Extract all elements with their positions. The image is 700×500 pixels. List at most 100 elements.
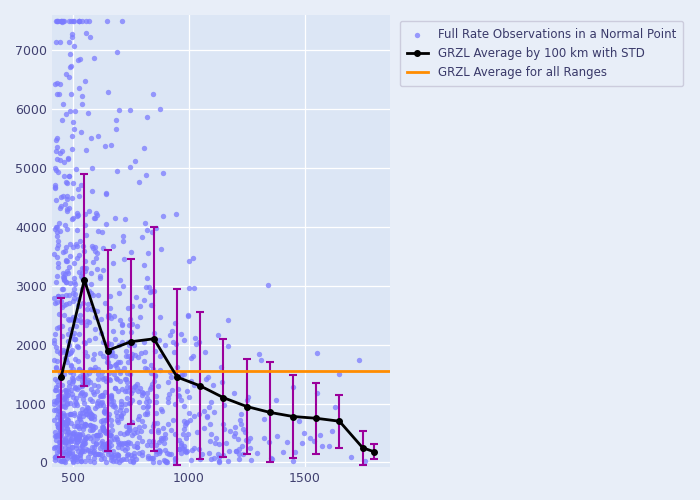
Full Rate Observations in a Normal Point (256, 356, 267, 364)
Full Rate Observations in a Normal Point (52, 238, 64, 246)
Full Rate Observations in a Normal Point (83, 110, 94, 118)
Full Rate Observations in a Normal Point (52, 17, 63, 25)
Full Rate Observations in a Normal Point (62, 179, 73, 187)
Full Rate Observations in a Normal Point (136, 388, 148, 396)
Full Rate Observations in a Normal Point (208, 454, 219, 462)
Full Rate Observations in a Normal Point (63, 172, 74, 179)
Full Rate Observations in a Normal Point (236, 442, 247, 450)
Full Rate Observations in a Normal Point (183, 410, 195, 418)
GRZL Average by 100 km with STD (335, 418, 344, 424)
Full Rate Observations in a Normal Point (70, 442, 81, 450)
Full Rate Observations in a Normal Point (71, 434, 83, 442)
Full Rate Observations in a Normal Point (68, 422, 79, 430)
Full Rate Observations in a Normal Point (93, 290, 104, 298)
Full Rate Observations in a Normal Point (87, 366, 98, 374)
Full Rate Observations in a Normal Point (58, 396, 69, 404)
Full Rate Observations in a Normal Point (57, 284, 69, 292)
Full Rate Observations in a Normal Point (55, 447, 66, 455)
Full Rate Observations in a Normal Point (153, 426, 164, 434)
Full Rate Observations in a Normal Point (62, 336, 74, 344)
Full Rate Observations in a Normal Point (108, 434, 120, 442)
Full Rate Observations in a Normal Point (118, 364, 130, 372)
Full Rate Observations in a Normal Point (277, 448, 288, 456)
Full Rate Observations in a Normal Point (111, 432, 122, 440)
Full Rate Observations in a Normal Point (153, 446, 164, 454)
Full Rate Observations in a Normal Point (102, 310, 113, 318)
Full Rate Observations in a Normal Point (236, 410, 247, 418)
Full Rate Observations in a Normal Point (69, 294, 80, 302)
Full Rate Observations in a Normal Point (72, 356, 83, 364)
Full Rate Observations in a Normal Point (66, 443, 78, 451)
Full Rate Observations in a Normal Point (169, 400, 180, 407)
Full Rate Observations in a Normal Point (164, 368, 176, 376)
Full Rate Observations in a Normal Point (92, 382, 104, 390)
GRZL Average by 100 km with STD (358, 444, 367, 450)
Full Rate Observations in a Normal Point (82, 305, 93, 313)
Full Rate Observations in a Normal Point (160, 430, 171, 438)
Full Rate Observations in a Normal Point (99, 404, 111, 412)
Full Rate Observations in a Normal Point (116, 440, 127, 448)
Full Rate Observations in a Normal Point (71, 394, 82, 402)
Full Rate Observations in a Normal Point (150, 224, 161, 232)
Full Rate Observations in a Normal Point (209, 439, 220, 447)
Full Rate Observations in a Normal Point (83, 453, 94, 461)
Full Rate Observations in a Normal Point (66, 194, 78, 202)
Full Rate Observations in a Normal Point (63, 448, 74, 456)
Full Rate Observations in a Normal Point (87, 432, 98, 440)
Full Rate Observations in a Normal Point (76, 92, 88, 100)
Full Rate Observations in a Normal Point (74, 268, 85, 276)
Full Rate Observations in a Normal Point (66, 367, 77, 375)
Full Rate Observations in a Normal Point (53, 438, 64, 446)
Full Rate Observations in a Normal Point (146, 441, 157, 449)
Full Rate Observations in a Normal Point (51, 244, 62, 252)
Full Rate Observations in a Normal Point (52, 410, 63, 418)
Full Rate Observations in a Normal Point (133, 422, 144, 430)
Full Rate Observations in a Normal Point (116, 404, 127, 411)
Full Rate Observations in a Normal Point (146, 288, 158, 296)
GRZL Average by 100 km with STD (289, 414, 298, 420)
Full Rate Observations in a Normal Point (103, 340, 114, 347)
Full Rate Observations in a Normal Point (122, 394, 133, 402)
Full Rate Observations in a Normal Point (127, 431, 138, 439)
Full Rate Observations in a Normal Point (104, 376, 116, 384)
Full Rate Observations in a Normal Point (84, 32, 95, 40)
Full Rate Observations in a Normal Point (62, 416, 74, 424)
Full Rate Observations in a Normal Point (122, 429, 133, 437)
Full Rate Observations in a Normal Point (79, 210, 90, 218)
Full Rate Observations in a Normal Point (52, 392, 63, 400)
Full Rate Observations in a Normal Point (125, 389, 136, 397)
Full Rate Observations in a Normal Point (233, 450, 244, 458)
Full Rate Observations in a Normal Point (67, 313, 78, 321)
Full Rate Observations in a Normal Point (85, 378, 96, 386)
GRZL Average by 100 km with STD (370, 449, 379, 455)
Full Rate Observations in a Normal Point (52, 376, 63, 384)
Full Rate Observations in a Normal Point (63, 316, 74, 324)
Full Rate Observations in a Normal Point (186, 456, 197, 464)
Full Rate Observations in a Normal Point (160, 446, 171, 454)
Full Rate Observations in a Normal Point (57, 420, 68, 428)
Full Rate Observations in a Normal Point (122, 438, 134, 446)
Full Rate Observations in a Normal Point (103, 438, 114, 446)
Full Rate Observations in a Normal Point (87, 397, 98, 405)
Full Rate Observations in a Normal Point (78, 439, 89, 447)
Full Rate Observations in a Normal Point (85, 386, 97, 394)
Full Rate Observations in a Normal Point (189, 284, 200, 292)
Full Rate Observations in a Normal Point (106, 348, 118, 356)
Full Rate Observations in a Normal Point (61, 347, 72, 355)
Full Rate Observations in a Normal Point (116, 338, 127, 346)
Full Rate Observations in a Normal Point (61, 194, 72, 202)
Full Rate Observations in a Normal Point (88, 447, 99, 455)
Full Rate Observations in a Normal Point (179, 447, 190, 455)
Full Rate Observations in a Normal Point (117, 328, 128, 336)
Full Rate Observations in a Normal Point (49, 456, 60, 464)
Full Rate Observations in a Normal Point (55, 156, 66, 164)
Full Rate Observations in a Normal Point (131, 444, 142, 452)
Full Rate Observations in a Normal Point (155, 405, 167, 413)
Full Rate Observations in a Normal Point (59, 448, 70, 456)
Full Rate Observations in a Normal Point (74, 414, 85, 422)
Full Rate Observations in a Normal Point (162, 398, 174, 406)
Full Rate Observations in a Normal Point (241, 396, 253, 404)
Full Rate Observations in a Normal Point (60, 438, 71, 446)
Full Rate Observations in a Normal Point (85, 414, 97, 422)
Full Rate Observations in a Normal Point (84, 426, 95, 434)
